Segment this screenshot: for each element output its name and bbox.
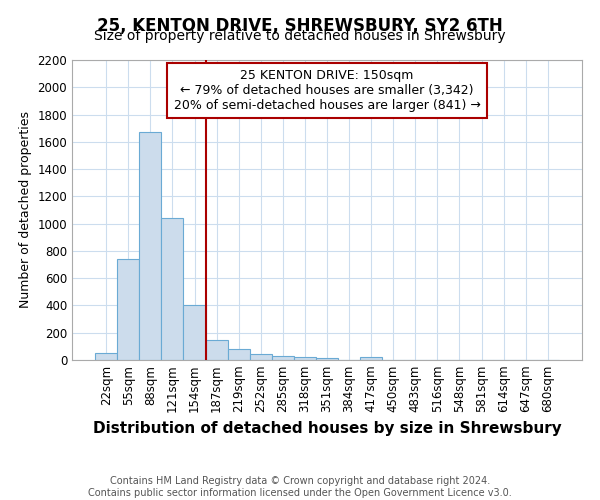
Bar: [250, 354, 272, 360]
Text: Size of property relative to detached houses in Shrewsbury: Size of property relative to detached ho…: [94, 29, 506, 43]
Bar: [360, 358, 382, 360]
Bar: [95, 353, 117, 360]
Bar: [272, 356, 294, 360]
Y-axis label: Number of detached properties: Number of detached properties: [19, 112, 32, 308]
Bar: [316, 358, 338, 360]
Bar: [206, 340, 227, 360]
Bar: [227, 349, 250, 360]
Bar: [139, 132, 161, 360]
Text: Contains HM Land Registry data © Crown copyright and database right 2024.
Contai: Contains HM Land Registry data © Crown c…: [88, 476, 512, 498]
Text: 25 KENTON DRIVE: 150sqm
← 79% of detached houses are smaller (3,342)
20% of semi: 25 KENTON DRIVE: 150sqm ← 79% of detache…: [173, 69, 481, 112]
Bar: [294, 357, 316, 360]
Bar: [117, 259, 139, 360]
X-axis label: Distribution of detached houses by size in Shrewsbury: Distribution of detached houses by size …: [92, 421, 562, 436]
Bar: [184, 306, 206, 360]
Bar: [161, 218, 184, 360]
Text: 25, KENTON DRIVE, SHREWSBURY, SY2 6TH: 25, KENTON DRIVE, SHREWSBURY, SY2 6TH: [97, 18, 503, 36]
